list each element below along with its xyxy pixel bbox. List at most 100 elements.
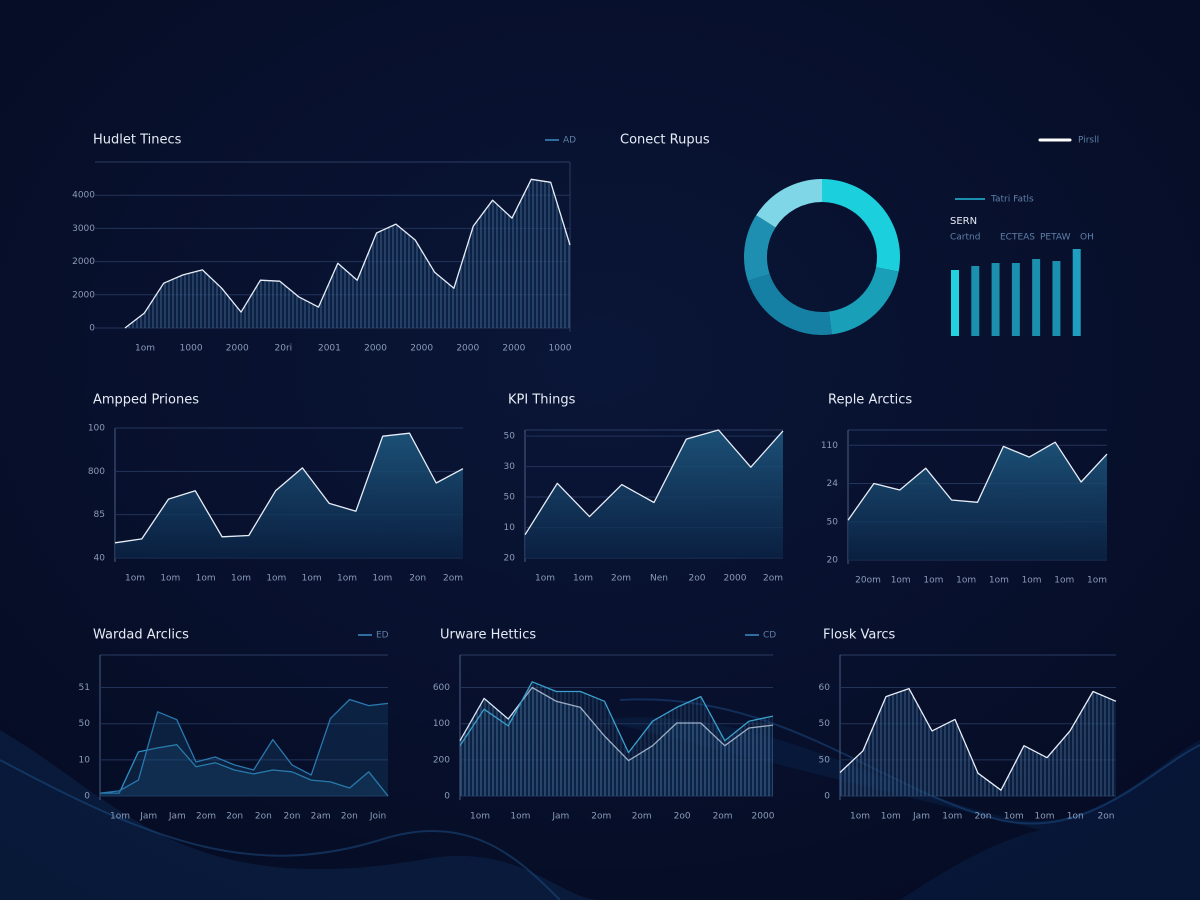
x-tick-label: 1om bbox=[196, 574, 216, 584]
x-tick-label: 2om bbox=[196, 812, 216, 822]
area-fill bbox=[100, 699, 388, 796]
y-tick-label: 0 bbox=[84, 792, 90, 802]
y-tick-label: 50 bbox=[79, 719, 91, 729]
x-tick-label: Jam bbox=[168, 812, 186, 822]
donut-segment bbox=[744, 215, 776, 282]
x-tick-label: 1000 bbox=[180, 344, 203, 354]
x-tick-label: 20om bbox=[855, 576, 881, 586]
x-tick-label: Join bbox=[369, 812, 386, 822]
column-label: ECTEAS bbox=[1000, 233, 1035, 243]
bar bbox=[951, 270, 959, 336]
x-tick-label: 1om bbox=[1004, 812, 1024, 822]
bar bbox=[991, 263, 1000, 336]
y-tick-label: 800 bbox=[88, 467, 105, 477]
x-tick-label: 1om bbox=[266, 574, 286, 584]
y-tick-label: 50 bbox=[504, 493, 516, 503]
y-tick-label: 20 bbox=[504, 554, 516, 564]
x-tick-label: 2001 bbox=[318, 344, 341, 354]
x-tick-label: Nen bbox=[650, 574, 668, 584]
x-tick-label: 2om bbox=[611, 574, 631, 584]
y-tick-label: 100 bbox=[88, 424, 105, 434]
series-line bbox=[524, 429, 784, 536]
chart-title: Conect Rupus bbox=[620, 133, 710, 148]
y-tick-label: 40 bbox=[94, 554, 106, 564]
x-tick-label: 2000 bbox=[724, 574, 747, 584]
x-tick-label: 2000 bbox=[456, 344, 479, 354]
chart-title: Urware Hettics bbox=[440, 628, 536, 643]
x-tick-label: 1om bbox=[1054, 576, 1074, 586]
y-tick-label: 30 bbox=[504, 462, 516, 472]
chart-title: Wardad Arclics bbox=[93, 628, 189, 643]
x-tick-label: 2000 bbox=[226, 344, 249, 354]
y-tick-label: 100 bbox=[433, 719, 450, 729]
x-tick-label: 1om bbox=[881, 812, 901, 822]
x-tick-label: 1om bbox=[510, 812, 530, 822]
x-tick-label: 1om bbox=[231, 574, 251, 584]
x-tick-label: 2am bbox=[311, 812, 331, 822]
x-tick-label: 1om bbox=[160, 574, 180, 584]
x-tick-label: 2on bbox=[975, 812, 992, 822]
y-tick-label: 50 bbox=[504, 432, 516, 442]
series-line bbox=[114, 432, 464, 544]
y-tick-label: 2000 bbox=[72, 290, 95, 300]
x-tick-label: 1om bbox=[372, 574, 392, 584]
chart-title: Reple Arctics bbox=[828, 393, 912, 408]
series-line bbox=[124, 178, 571, 329]
bar bbox=[1072, 249, 1081, 336]
x-tick-label: 2om bbox=[632, 812, 652, 822]
area-fill bbox=[115, 433, 463, 558]
bar bbox=[1011, 263, 1020, 336]
x-tick-label: 1om bbox=[1087, 576, 1107, 586]
area-fill bbox=[848, 442, 1107, 560]
x-tick-label: 1om bbox=[850, 812, 870, 822]
column-label: OH bbox=[1080, 233, 1094, 243]
x-tick-label: 2on bbox=[226, 812, 243, 822]
x-tick-label: 1om bbox=[337, 574, 357, 584]
x-tick-label: 1om bbox=[1022, 576, 1042, 586]
x-tick-label: 1om bbox=[956, 576, 976, 586]
wave bbox=[600, 717, 1200, 900]
y-tick-label: 50 bbox=[819, 755, 831, 765]
bar bbox=[971, 266, 980, 336]
series-line bbox=[847, 441, 1108, 521]
y-tick-label: 50 bbox=[827, 517, 839, 527]
x-tick-label: 2on bbox=[341, 812, 358, 822]
x-tick-label: 20ri bbox=[275, 344, 293, 354]
y-tick-label: 200 bbox=[433, 755, 450, 765]
y-tick-label: 2000 bbox=[72, 257, 95, 267]
x-tick-label: 2000 bbox=[502, 344, 525, 354]
wave bbox=[0, 730, 600, 900]
area-fill bbox=[840, 688, 1116, 796]
x-tick-label: 1om bbox=[110, 812, 130, 822]
x-tick-label: 2om bbox=[443, 574, 463, 584]
x-tick-label: 1om bbox=[1035, 812, 1055, 822]
x-tick-label: 2000 bbox=[364, 344, 387, 354]
chart-title: SERN bbox=[950, 216, 977, 227]
x-tick-label: 1om bbox=[535, 574, 555, 584]
x-tick-label: 2on bbox=[284, 812, 301, 822]
x-tick-label: 1om bbox=[942, 812, 962, 822]
series-line bbox=[100, 744, 389, 797]
series-line bbox=[99, 698, 389, 794]
chart-title: KPI Things bbox=[508, 393, 576, 408]
area-fill bbox=[525, 430, 783, 558]
y-tick-label: 24 bbox=[827, 479, 839, 489]
x-tick-label: 2on bbox=[409, 574, 426, 584]
x-tick-label: Jam bbox=[912, 812, 930, 822]
legend-label: AD bbox=[563, 136, 576, 146]
x-tick-label: Jam bbox=[139, 812, 157, 822]
legend-label: Tatri Fatls bbox=[990, 195, 1034, 205]
y-tick-label: 600 bbox=[433, 683, 450, 693]
area-fill bbox=[460, 681, 773, 796]
x-tick-label: 2000 bbox=[410, 344, 433, 354]
series-line bbox=[459, 681, 774, 754]
chart-title: Flosk Varcs bbox=[823, 628, 896, 643]
y-tick-label: 4000 bbox=[72, 191, 95, 201]
bar bbox=[1032, 259, 1041, 336]
x-tick-label: 2om bbox=[713, 812, 733, 822]
x-tick-label: Jam bbox=[551, 812, 569, 822]
x-tick-label: 1om bbox=[573, 574, 593, 584]
donut-segment bbox=[822, 179, 901, 272]
y-tick-label: 85 bbox=[94, 510, 105, 520]
